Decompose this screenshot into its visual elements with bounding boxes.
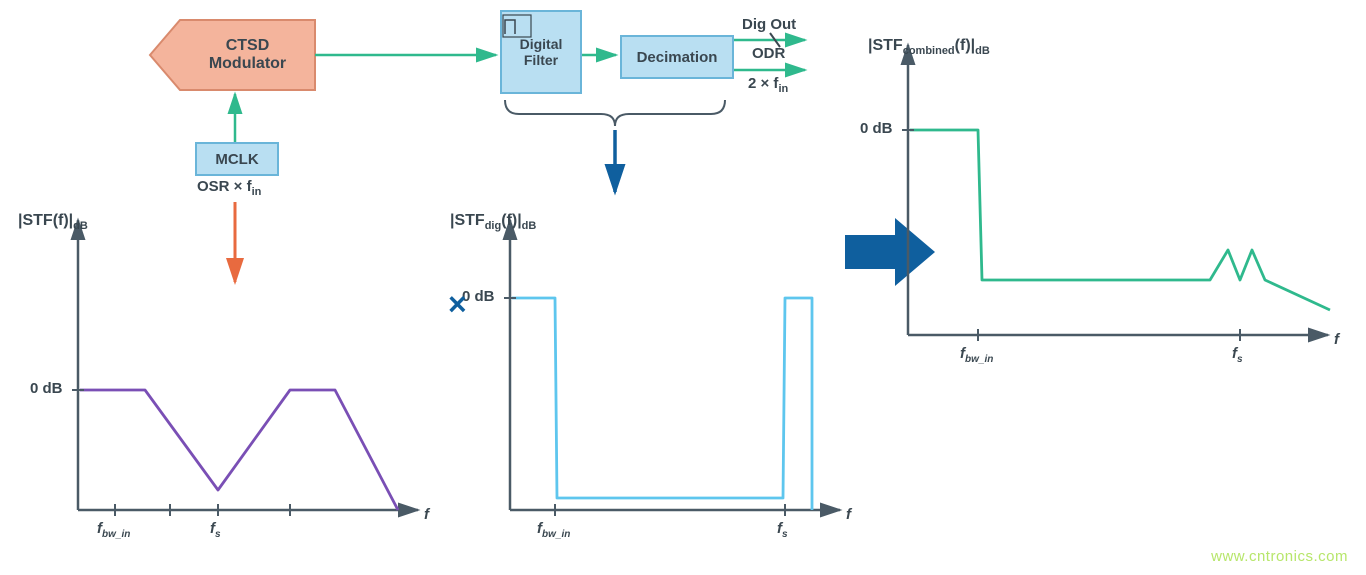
chart-left-tick-fbwin: fbw_in bbox=[97, 520, 130, 540]
chart-left-ylabel: |STF(f)|dB bbox=[18, 212, 88, 232]
chart-mid-ylabel: |STFdig(f)|dB bbox=[450, 212, 536, 232]
chart-mid-xlabel: f bbox=[846, 506, 851, 523]
chart-left-tick-fs: fs bbox=[210, 520, 221, 540]
rate-label: 2 × fin bbox=[748, 75, 788, 95]
chart-mid-tick-fs: fs bbox=[777, 520, 788, 540]
dig-out-label: Dig Out bbox=[742, 16, 796, 33]
mclk-sub-label: OSR × fin bbox=[197, 178, 261, 198]
chart-right-zero: 0 dB bbox=[860, 120, 893, 137]
mclk-block: MCLK bbox=[195, 142, 279, 176]
chart-right-tick-fs: fs bbox=[1232, 345, 1243, 365]
ctsd-modulator-block: CTSDModulator bbox=[180, 20, 315, 90]
chart-mid-zero: 0 dB bbox=[462, 288, 495, 305]
decimation-block: Decimation bbox=[620, 35, 734, 79]
chart-right-ylabel: |STFcombined(f)|dB bbox=[868, 37, 990, 57]
chart-left-zero: 0 dB bbox=[30, 380, 63, 397]
chart-mid-tick-fbwin: fbw_in bbox=[537, 520, 570, 540]
chart-left-xlabel: f bbox=[424, 506, 429, 523]
chart-right-xlabel: f bbox=[1334, 331, 1339, 348]
chart-right-tick-fbwin: fbw_in bbox=[960, 345, 993, 365]
odr-label: ODR bbox=[752, 45, 785, 62]
multiply-symbol: × bbox=[448, 286, 467, 323]
digital-filter-block: DigitalFilter bbox=[500, 10, 582, 94]
watermark: www.cntronics.com bbox=[1211, 548, 1348, 565]
